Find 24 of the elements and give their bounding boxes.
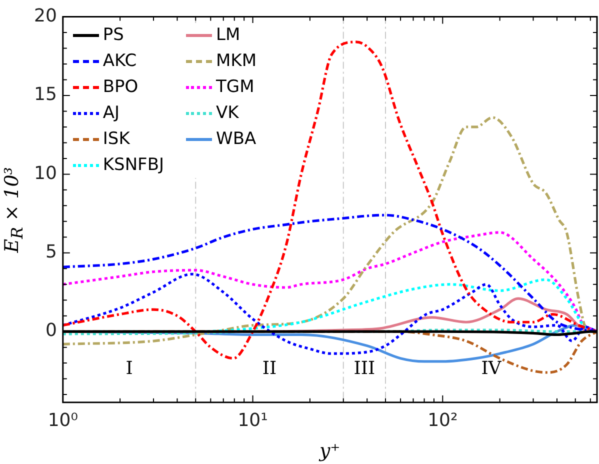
legend-label: TGM [216, 77, 254, 98]
legend-label: WBA [216, 129, 256, 150]
legend-label: VK [216, 103, 239, 124]
x-tick-label: 10⁰ [48, 410, 78, 431]
annotation: I [126, 358, 133, 380]
legend-label: AJ [102, 103, 120, 124]
annotation: III [354, 358, 376, 380]
annotation: II [262, 358, 277, 380]
x-tick-label: 10¹ [238, 410, 268, 431]
y-tick-label: 15 [34, 84, 57, 106]
legend-label: LM [216, 25, 240, 46]
legend-label: KSNFBJ [102, 155, 164, 176]
x-axis-title: y⁺ [319, 440, 340, 462]
legend-label: ISK [102, 129, 130, 150]
legend-label: PS [102, 25, 124, 46]
legend-label: BPO [102, 77, 138, 98]
x-tick-label: 10² [428, 410, 458, 431]
y-tick-label: 10 [34, 162, 57, 184]
legend-label: AKC [102, 51, 137, 72]
annotation: IV [481, 358, 502, 380]
y-tick-label: 0 [45, 320, 57, 342]
y-tick-label: 5 [45, 242, 57, 263]
legend-label: MKM [216, 51, 256, 72]
y-tick-label: 20 [34, 5, 57, 26]
